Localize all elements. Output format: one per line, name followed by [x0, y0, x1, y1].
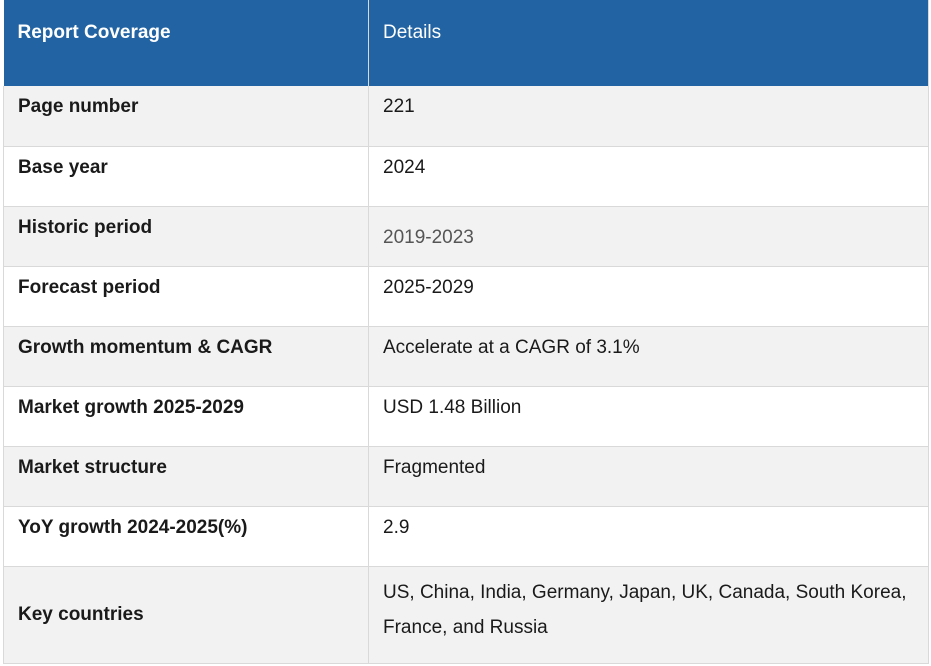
- header-report-coverage: Report Coverage: [3, 0, 369, 86]
- row-value: Accelerate at a CAGR of 3.1%: [368, 326, 929, 387]
- row-label: Growth momentum & CAGR: [3, 326, 369, 387]
- row-label: Historic period: [3, 206, 369, 267]
- row-label: Page number: [3, 86, 369, 147]
- table-row-market-structure: Market structure Fragmented: [3, 446, 929, 507]
- row-value: 2024: [368, 146, 929, 207]
- table-row-growth-momentum: Growth momentum & CAGR Accelerate at a C…: [3, 326, 929, 387]
- row-label: YoY growth 2024-2025(%): [3, 506, 369, 567]
- table-header-row: Report Coverage Details: [3, 0, 929, 86]
- report-coverage-table: Report Coverage Details Page number 221 …: [3, 0, 929, 664]
- row-label: Market growth 2025-2029: [3, 386, 369, 447]
- table-row-key-countries: Key countries US, China, India, Germany,…: [3, 566, 929, 664]
- row-value: 2025-2029: [368, 266, 929, 327]
- row-value: 221: [368, 86, 929, 147]
- row-value: 2019-2023: [368, 206, 929, 267]
- row-value: USD 1.48 Billion: [368, 386, 929, 447]
- row-label: Key countries: [3, 566, 369, 664]
- row-label: Forecast period: [3, 266, 369, 327]
- table-row-base-year: Base year 2024: [3, 146, 929, 207]
- table-row-market-growth: Market growth 2025-2029 USD 1.48 Billion: [3, 386, 929, 447]
- table-row-yoy-growth: YoY growth 2024-2025(%) 2.9: [3, 506, 929, 567]
- table-row-forecast-period: Forecast period 2025-2029: [3, 266, 929, 327]
- table-row-page-number: Page number 221: [3, 86, 929, 147]
- row-label: Base year: [3, 146, 369, 207]
- header-details: Details: [368, 0, 929, 86]
- row-value: Fragmented: [368, 446, 929, 507]
- table-row-historic-period: Historic period 2019-2023: [3, 206, 929, 267]
- row-value: 2.9: [368, 506, 929, 567]
- row-label: Market structure: [3, 446, 369, 507]
- row-value: US, China, India, Germany, Japan, UK, Ca…: [368, 566, 929, 664]
